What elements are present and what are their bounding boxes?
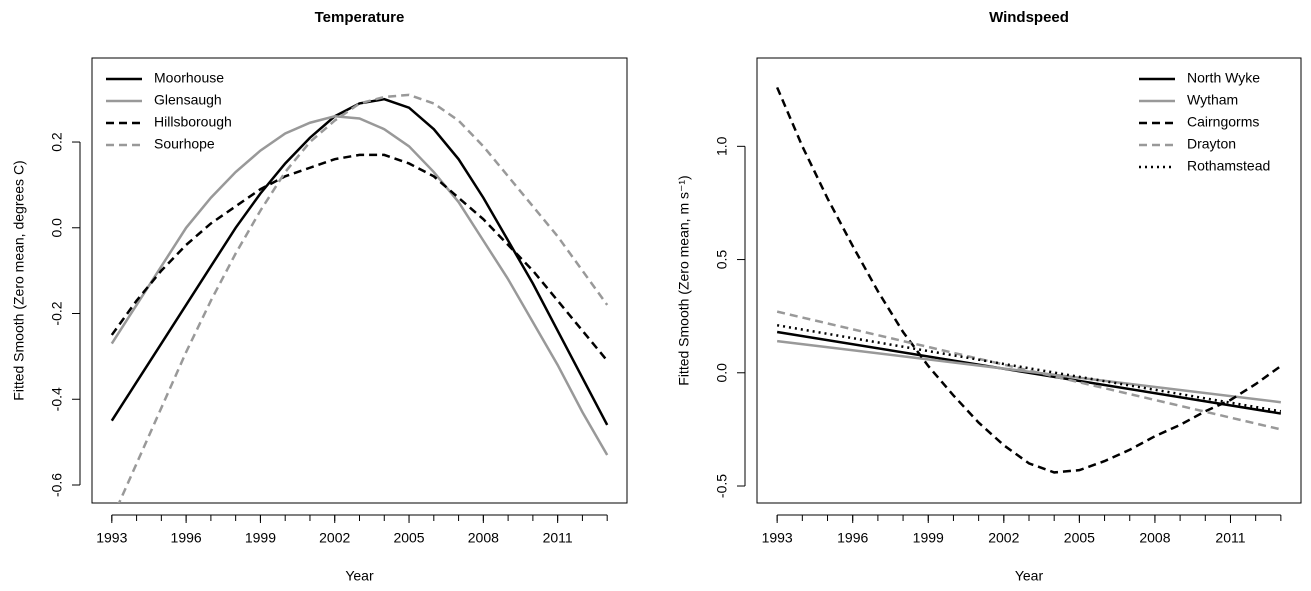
legend-label: North Wyke xyxy=(1187,70,1260,86)
series-line xyxy=(776,339,1282,404)
series-line xyxy=(110,97,609,426)
series-line xyxy=(776,310,1282,431)
series-line xyxy=(117,93,609,503)
y-tick-label: 1.0 xyxy=(714,136,730,156)
chart-title: Temperature xyxy=(315,9,405,26)
plot-area xyxy=(110,93,609,503)
y-tick-label: 0.5 xyxy=(714,250,730,270)
x-tick-label: 1993 xyxy=(762,530,793,546)
x-tick-label: 1999 xyxy=(913,530,944,546)
y-tick-label: 0.0 xyxy=(49,218,65,238)
legend-label: Hillsborough xyxy=(154,114,232,130)
x-tick-label: 2011 xyxy=(1215,530,1245,546)
y-tick-label: -0.5 xyxy=(714,474,730,498)
x-tick-label: 2005 xyxy=(1064,530,1095,546)
x-tick-label: 2002 xyxy=(319,530,350,546)
y-tick-label: -0.4 xyxy=(49,387,65,411)
series-line xyxy=(775,86,1282,474)
plot-area xyxy=(775,86,1282,474)
x-tick-label: 2002 xyxy=(988,530,1019,546)
legend-label: Wytham xyxy=(1187,92,1238,108)
x-tick-label: 1996 xyxy=(837,530,868,546)
y-tick-label: 0.0 xyxy=(714,363,730,383)
legend-label: Glensaugh xyxy=(154,92,222,108)
x-tick-label: 2011 xyxy=(543,530,573,546)
y-tick-label: -0.6 xyxy=(49,473,65,497)
y-axis-label: Fitted Smooth (Zero mean, m s⁻¹) xyxy=(676,175,692,385)
x-tick-label: 1993 xyxy=(96,530,127,546)
legend-label: Rothamstead xyxy=(1187,158,1270,174)
legend-label: Drayton xyxy=(1187,136,1236,152)
plot-frame xyxy=(91,57,628,504)
x-tick-label: 2008 xyxy=(1139,530,1170,546)
legend-label: Cairngorms xyxy=(1187,114,1259,130)
y-axis-label: Fitted Smooth (Zero mean, degrees C) xyxy=(11,160,27,400)
series-line xyxy=(776,323,1282,413)
series-line xyxy=(110,153,609,362)
x-axis-label: Year xyxy=(345,568,374,584)
x-axis-label: Year xyxy=(1015,568,1044,584)
y-tick-label: 0.2 xyxy=(49,132,65,152)
x-tick-label: 1999 xyxy=(245,530,276,546)
series-line xyxy=(110,115,609,456)
x-tick-label: 1996 xyxy=(171,530,202,546)
x-tick-label: 2005 xyxy=(393,530,424,546)
chart-title: Windspeed xyxy=(989,9,1069,26)
legend-label: Moorhouse xyxy=(154,70,224,86)
x-tick-label: 2008 xyxy=(468,530,499,546)
y-tick-label: -0.2 xyxy=(49,301,65,325)
legend-label: Sourhope xyxy=(154,136,215,152)
plot-frame xyxy=(756,57,1302,504)
